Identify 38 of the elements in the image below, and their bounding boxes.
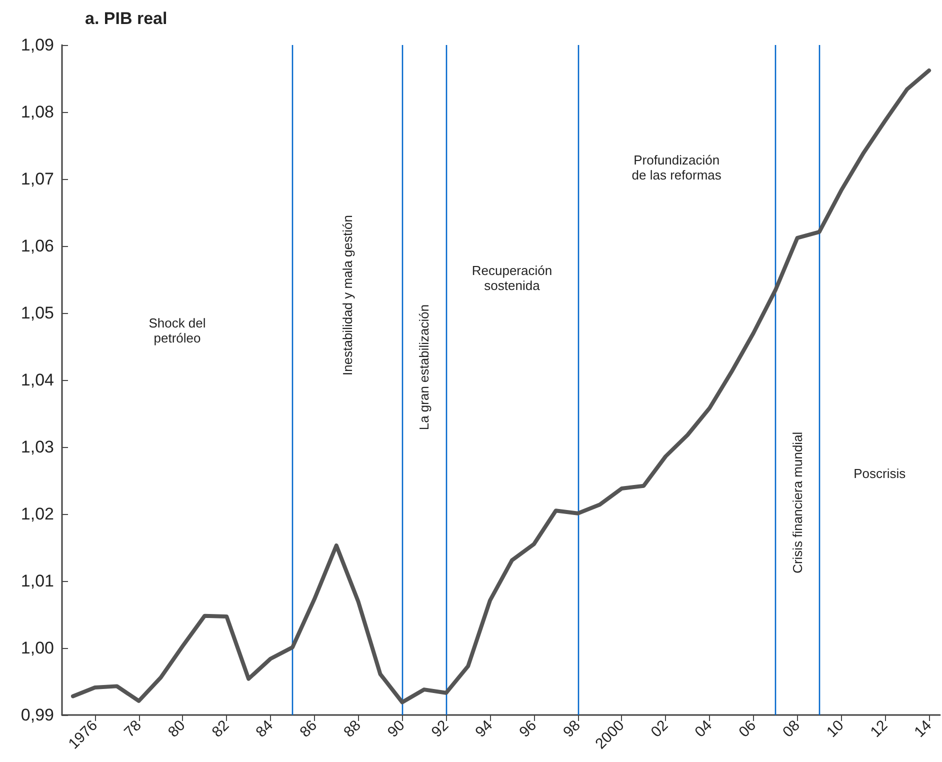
y-tick-label: 1,01 (20, 572, 54, 590)
x-tick-label: 94 (472, 716, 496, 741)
y-tick-label: 1,00 (20, 638, 54, 658)
y-tick-label: 0,99 (20, 706, 54, 724)
x-tick-label: 14 (911, 716, 936, 741)
annotation: La gran estabilización (416, 304, 432, 430)
annotation: Inestabilidad y mala gestión (340, 215, 355, 376)
x-tick-label: 90 (384, 716, 408, 741)
x-tick-label: 06 (736, 716, 760, 741)
x-tick-label: 10 (823, 716, 848, 741)
x-tick-label: 88 (340, 716, 364, 741)
y-tick-label: 1,09 (20, 36, 54, 54)
annotation: Recuperación sostenida (472, 262, 552, 293)
x-tick-label: 92 (428, 716, 452, 741)
x-tick-label: 84 (252, 716, 277, 741)
x-tick-label: 80 (164, 716, 189, 741)
y-tick-label: 1,03 (20, 438, 54, 456)
x-tick-label: 82 (208, 716, 233, 741)
x-tick-label: 12 (867, 716, 892, 741)
y-tick-label: 1,08 (20, 102, 54, 122)
x-tick-label: 08 (780, 716, 804, 741)
x-tick-label: 02 (648, 716, 672, 741)
y-tick-label: 1,06 (20, 236, 54, 256)
y-tick-label: 1,04 (20, 370, 54, 390)
line-series (70, 68, 932, 704)
annotation: Profundización de las reformas (632, 152, 722, 183)
chart-title: a. PIB real (85, 9, 168, 28)
y-tick-label: 1,02 (20, 504, 54, 524)
annotation: Shock del petróleo (148, 315, 206, 346)
x-tick-label: 98 (560, 716, 584, 741)
x-tick-label: 86 (296, 716, 320, 741)
x-tick-label: 04 (692, 716, 716, 741)
x-tick-label: 78 (121, 716, 145, 741)
y-tick-label: 1,05 (20, 304, 54, 322)
x-tick-label: 96 (516, 716, 540, 741)
annotation: Poscrisis (854, 466, 906, 481)
y-tick-label: 1,07 (20, 170, 54, 188)
annotation: Crisis financiera mundial (790, 432, 805, 574)
